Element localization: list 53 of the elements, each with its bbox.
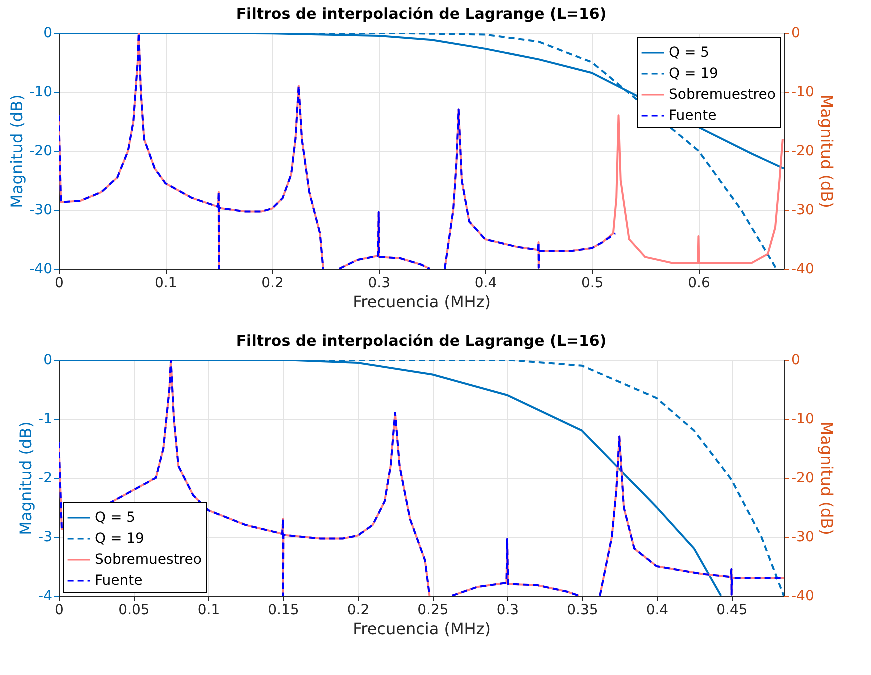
y2-axis-title: Magnitud (dB) (817, 94, 836, 208)
legend-label: Sobremuestreo (95, 552, 202, 568)
chart-title: Filtros de interpolación de Lagrange (L=16) (236, 332, 607, 350)
y2-tick-label: -20 (792, 470, 814, 486)
x-tick-label: 0.2 (347, 602, 370, 618)
x-tick-label: 0.25 (418, 602, 449, 618)
y-tick-label: -3 (38, 530, 52, 546)
y-tick-label: -20 (30, 144, 52, 160)
x-tick-label: 0 (55, 276, 64, 292)
x-tick-label: 0.3 (496, 602, 520, 618)
y2-tick-label: -20 (792, 144, 814, 160)
x-tick-label: 0.15 (268, 602, 300, 618)
x-tick-label: 0 (55, 602, 64, 618)
legend-label: Q = 19 (669, 66, 718, 82)
chart-title: Filtros de interpolación de Lagrange (L=16) (236, 5, 607, 23)
y-tick-label: 0 (44, 26, 52, 42)
x-tick-label: 0.2 (262, 276, 284, 292)
x-tick-label: 0.35 (567, 602, 598, 618)
x-tick-label: 0.05 (118, 602, 150, 618)
legend-label: Q = 5 (95, 510, 136, 526)
y2-tick-label: 0 (792, 26, 800, 42)
x-tick-label: 0.3 (368, 276, 390, 292)
x-axis-title: Frecuencia (MHz) (353, 620, 491, 638)
y-tick-label: -40 (30, 262, 52, 278)
x-tick-label: 0.4 (646, 602, 669, 618)
legend-label: Q = 19 (95, 531, 144, 547)
x-tick-label: 0.5 (581, 276, 604, 292)
y-axis-title: Magnitud (dB) (8, 94, 27, 208)
y-axis-title: Magnitud (dB) (16, 422, 36, 536)
y2-tick-label: -10 (792, 84, 814, 100)
legend-label: Q = 5 (669, 45, 710, 61)
y2-tick-label: 0 (792, 352, 800, 368)
x-tick-label: 0.45 (716, 602, 748, 618)
y-tick-label: -4 (38, 588, 53, 604)
x-tick-label: 0.1 (198, 602, 220, 618)
y-tick-label: -30 (30, 202, 52, 218)
y-tick-label: -2 (38, 470, 52, 486)
y2-tick-label: -40 (792, 262, 814, 278)
y2-axis-title: Magnitud (dB) (817, 422, 836, 536)
y2-tick-label: -30 (792, 202, 814, 218)
y2-tick-label: -30 (792, 530, 814, 546)
x-tick-label: 0.1 (154, 276, 178, 292)
x-tick-label: 0.4 (474, 276, 498, 292)
y-tick-label: -10 (30, 84, 52, 100)
y2-tick-label: -40 (792, 588, 814, 604)
legend-label: Fuente (669, 108, 717, 124)
legend-label: Fuente (95, 573, 143, 589)
x-axis-title: Frecuencia (MHz) (353, 292, 491, 312)
y2-tick-label: -10 (792, 412, 814, 428)
x-tick-label: 0.6 (688, 276, 710, 292)
legend-label: Sobremuestreo (669, 87, 776, 103)
y-tick-label: -1 (38, 412, 52, 428)
y-tick-label: 0 (44, 352, 52, 368)
